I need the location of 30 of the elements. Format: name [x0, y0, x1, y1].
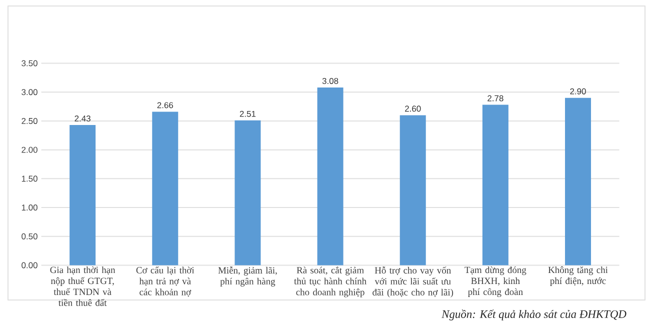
y-tick-label: 0.00: [22, 262, 38, 268]
y-tick-label: 0.50: [22, 233, 38, 240]
bar: [317, 87, 344, 266]
y-tick-label: 2.00: [22, 146, 38, 153]
x-tick-label: Hỗ trợ cho vay vốn với mức lãi suất ưu đãi (hoặc cho nợ lãi): [372, 266, 454, 298]
bar: [70, 125, 96, 266]
bar: [565, 98, 591, 266]
x-tick-label: Không tăng chi phí điện, nước: [548, 266, 608, 286]
bar: [400, 115, 426, 266]
x-tick-label: Cơ cấu lại thời hạn trả nợ và các khoản nợ: [136, 266, 194, 297]
data-label: 2.60: [405, 106, 421, 112]
data-label: 2.90: [570, 88, 586, 94]
y-tick-label: 3.50: [22, 60, 38, 66]
y-tick-label: 2.50: [22, 118, 38, 124]
y-tick-label: 3.00: [22, 89, 38, 96]
bar: [234, 120, 261, 266]
x-tick-label: Miễn, giảm lãi, phí ngân hàng: [218, 266, 277, 286]
bar: [152, 112, 178, 266]
text: Nguồn: Kết quả khảo sát của ĐHKTQD: [442, 310, 626, 320]
data-label: 2.66: [157, 102, 174, 108]
data-label: 2.51: [240, 110, 256, 117]
bar: [482, 104, 508, 266]
x-tick-label: Rà soát, cắt giảm thủ tục hành chính cho doanh nghiệp: [294, 266, 366, 298]
data-label: 2.78: [488, 95, 504, 102]
y-tick-label: 1.50: [22, 176, 38, 182]
data-label: 3.08: [322, 78, 338, 84]
x-tick-label: Tạm dừng đóng BHXH, kinh phí công đoàn: [464, 266, 526, 297]
y-tick-label: 1.00: [22, 204, 38, 211]
x-tick-label: Gia hạn thời hạn nộp thuế GTGT, thuế TNDN và tiền thuê đất: [50, 266, 116, 306]
data-label: 2.43: [74, 115, 90, 122]
